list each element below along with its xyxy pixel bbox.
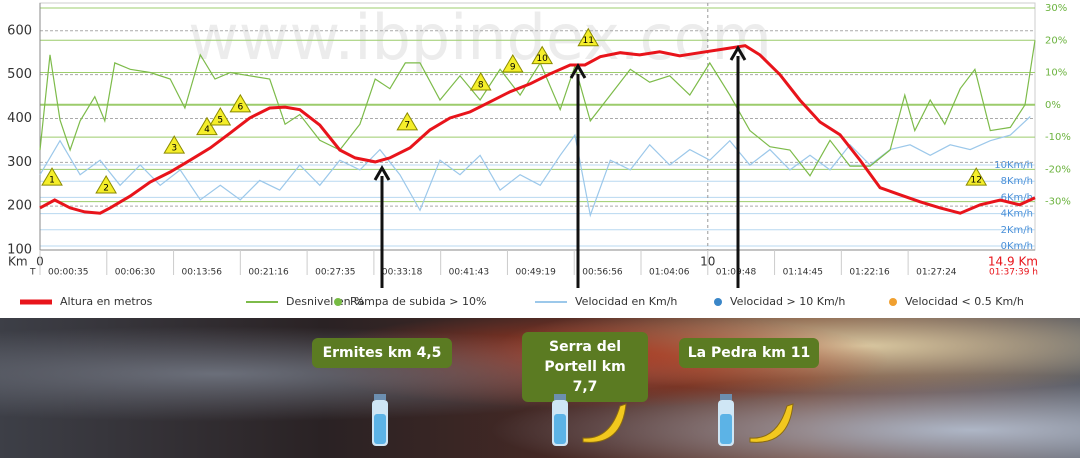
legend-label: Velocidad en Km/h [575,295,677,308]
time-tick-label: 00:21:16 [248,268,289,278]
y-tick-label: 400 [7,111,32,126]
legend-label: Rampa de subida > 10% [350,295,486,308]
marker-label: 2 [103,183,109,193]
time-tick-label: 00:41:43 [449,268,489,278]
y2-tick-label: 0% [1045,100,1061,111]
marker [531,45,554,65]
x-tick-label: 14.9 Km [988,255,1038,269]
marker-label: 6 [237,102,243,112]
time-tick-label: 01:27:24 [916,268,957,278]
y2-tick-label: 10% [1045,68,1067,79]
banana-icon [582,403,627,443]
time-tick-label: 00:27:35 [315,268,355,278]
legend-label: Altura en metros [60,295,153,308]
legend-label: Velocidad < 0.5 Km/h [905,295,1024,308]
time-tick-label: 00:13:56 [182,268,223,278]
marker [163,135,186,154]
arrow-head [729,45,747,61]
arrow-head [373,165,391,181]
legend-dot [334,298,342,306]
y-tick-label: 600 [7,23,32,38]
marker [396,111,419,131]
marker-label: 11 [583,36,594,46]
y-tick-label: 300 [7,155,32,170]
series-line [39,116,1031,218]
time-axis-label: T [29,268,36,278]
chart: www.ibpindex.com 10Km/h8Km/h6Km/h4Km/h2K… [7,1,1071,308]
y-tick-label: 100 [7,243,32,258]
bottle-icon [552,394,568,446]
annotation: Serra del Portell km 7,7 [522,332,648,402]
marker-label: 8 [478,80,484,90]
time-tick-label: 01:14:45 [783,268,823,278]
y3-tick-label: 10Km/h [994,160,1033,171]
marker [95,175,117,194]
marker [577,27,600,47]
time-tick-label: 01:09:48 [716,268,757,278]
y-tick-label: 500 [7,67,32,82]
bottle-icon [372,394,388,446]
legend-dot [714,298,722,306]
marker [229,93,252,113]
y2-tick-label: -30% [1045,197,1071,208]
series-line [39,44,1036,215]
y3-tick-label: 8Km/h [1001,176,1033,187]
marker-label: 12 [971,176,982,186]
watermark: www.ibpindex.com [188,1,772,74]
marker-label: 4 [204,125,210,135]
y3-tick-label: 2Km/h [1001,225,1033,236]
y3-tick-label: 6Km/h [1001,192,1033,203]
time-tick-label: 01:37:39 h [989,268,1038,278]
legend-label: Desnivel en % [286,295,365,308]
marker-label: 10 [536,54,548,64]
time-tick-label: 00:49:19 [515,268,556,278]
marker-label: 5 [217,116,223,126]
legend-dot [889,298,897,306]
time-tick-label: 00:33:18 [382,268,423,278]
y3-tick-label: 4Km/h [1001,209,1033,220]
marker [209,107,232,126]
time-tick-label: 00:56:56 [582,268,623,278]
y-tick-label: 200 [7,199,32,214]
time-tick-label: 01:22:16 [849,268,890,278]
y3-tick-label: 0Km/h [1001,241,1033,252]
marker [41,167,63,186]
marker-label: 9 [510,62,516,72]
time-tick-label: 01:04:06 [649,268,690,278]
marker-label: 3 [171,144,177,154]
annotation: La Pedra km 11 [679,338,819,368]
marker [196,116,218,136]
icons [372,394,794,446]
time-tick-label: 00:06:30 [115,268,156,278]
y2-tick-label: 30% [1045,3,1067,14]
marker-label: 1 [49,176,55,186]
y2-tick-label: -10% [1045,132,1071,143]
marker [469,71,492,91]
marker [501,54,524,73]
y2-tick-label: 20% [1045,35,1067,46]
legend-label: Velocidad > 10 Km/h [730,295,845,308]
arrow-head [569,63,587,79]
banana-icon [749,403,794,443]
background-image: Ermites km 4,5 Serra del Portell km 7,7 … [0,318,1080,458]
marker [965,167,988,186]
bottle-icon [718,394,734,446]
y2-tick-label: -20% [1045,164,1071,175]
series-line [39,40,1036,177]
time-tick-label: 00:00:35 [48,268,88,278]
annotation: Ermites km 4,5 [312,338,452,368]
marker-label: 7 [404,120,410,130]
x-axis-label: Km [8,255,28,269]
